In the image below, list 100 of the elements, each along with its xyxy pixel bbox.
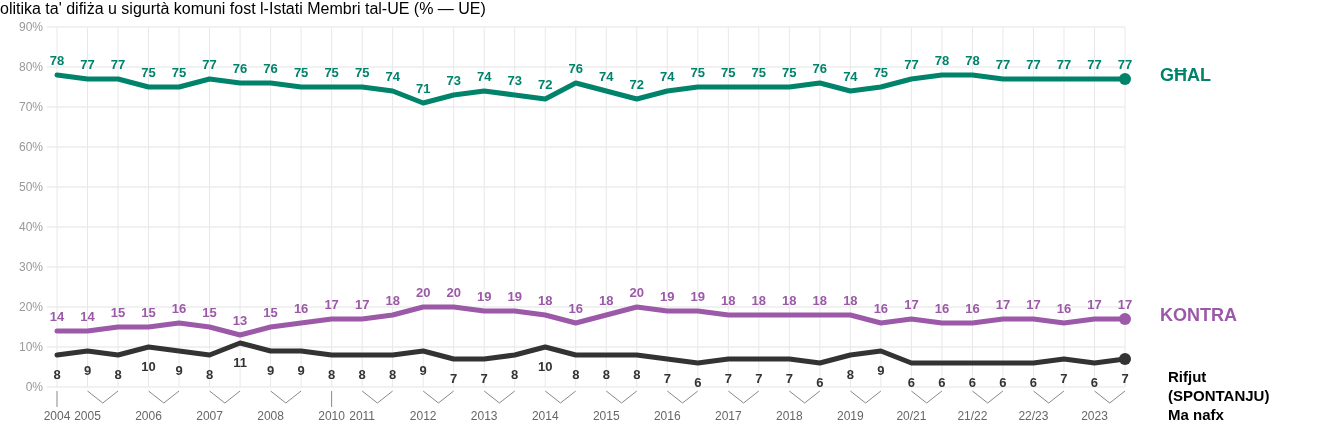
text: Rifjut (SPONTANJU) Ma nafx: [1168, 368, 1270, 423]
y-tick-label: 80%: [18, 60, 44, 74]
data-label: 15: [263, 305, 278, 320]
data-label: 17: [324, 297, 339, 312]
data-label: 8: [205, 367, 214, 382]
data-label: 13: [232, 313, 248, 328]
data-label: 6: [694, 375, 702, 390]
data-label: 75: [690, 65, 706, 80]
data-label: 71: [415, 81, 431, 96]
data-label: 16: [934, 301, 950, 316]
x-tick-label: 2011: [349, 409, 376, 423]
data-label: 16: [568, 301, 583, 316]
y-tick-label: 60%: [18, 140, 44, 154]
data-label: 9: [877, 363, 885, 378]
data-label: 10: [537, 359, 553, 374]
x-tick-label: 2010: [318, 409, 346, 423]
y-tick-label: 50%: [18, 180, 44, 194]
data-label: 76: [812, 61, 828, 76]
data-label: 75: [782, 65, 797, 80]
x-tick-label: 2004: [43, 409, 71, 423]
data-label: 17: [995, 297, 1011, 312]
data-label: 6: [938, 375, 946, 390]
data-label: 77: [1087, 57, 1102, 72]
data-label: 74: [843, 69, 859, 84]
data-label: 77: [995, 57, 1011, 72]
data-label: 75: [354, 65, 370, 80]
data-label: 77: [202, 57, 217, 72]
data-label: 17: [1026, 297, 1041, 312]
data-label: 78: [965, 53, 980, 68]
data-label: 7: [1060, 371, 1068, 386]
data-label: 75: [171, 65, 187, 80]
x-tick-label: 2019: [837, 409, 865, 423]
data-label: 18: [812, 293, 828, 308]
data-label: 7: [480, 371, 488, 386]
x-tick-label: 2005: [74, 409, 102, 423]
data-label: 6: [907, 375, 916, 390]
data-label: 74: [476, 69, 493, 84]
x-tick-label: 2018: [775, 409, 804, 423]
data-label: 7: [1121, 371, 1129, 386]
data-label: 8: [53, 367, 61, 382]
chart-title: olitika ta' difiża u sigurtà komuni fost l-Istati Membri tal-UE (% — UE): [0, 0, 486, 17]
data-label: 73: [446, 73, 461, 88]
x-tick-label: 22/23: [1018, 409, 1049, 423]
data-label: 15: [202, 305, 217, 320]
data-label: 8: [846, 367, 854, 382]
data-label: 15: [110, 305, 126, 320]
x-tick-label: 2016: [653, 409, 681, 423]
x-tick-label: 21/22: [957, 409, 988, 423]
data-label: 15: [141, 305, 156, 320]
data-label: 10: [141, 359, 156, 374]
data-label: 9: [297, 363, 305, 378]
y-tick-label: 70%: [18, 100, 44, 114]
data-label: 17: [1087, 297, 1102, 312]
data-label: 11: [233, 355, 247, 370]
data-label: 76: [568, 61, 583, 76]
data-label: 7: [450, 371, 458, 386]
x-tick-label: 20/21: [896, 409, 927, 423]
y-tick-label: 40%: [18, 220, 44, 234]
data-label: 7: [785, 371, 793, 386]
data-label: 9: [83, 363, 92, 378]
data-label: 20: [415, 285, 431, 300]
data-label: 78: [49, 53, 65, 68]
data-label: 16: [293, 301, 309, 316]
data-label: 78: [934, 53, 950, 68]
data-label: 18: [537, 293, 553, 308]
data-label: 17: [904, 297, 919, 312]
data-label: 18: [782, 293, 797, 308]
data-label: 18: [751, 293, 767, 308]
data-label: 75: [721, 65, 736, 80]
data-label: 14: [49, 309, 65, 324]
data-label: 20: [629, 285, 645, 300]
data-label: 77: [80, 57, 95, 72]
series-label: KONTRA: [1160, 305, 1237, 325]
data-label: 16: [1056, 301, 1072, 316]
data-label: 74: [385, 69, 401, 84]
data-label: 6: [816, 375, 824, 390]
data-label: 16: [965, 301, 980, 316]
data-label: 19: [476, 289, 492, 304]
data-label: 74: [660, 69, 676, 84]
data-label: 7: [663, 371, 671, 386]
data-label: 8: [114, 367, 122, 382]
data-label: 19: [660, 289, 675, 304]
data-label: 14: [80, 309, 96, 324]
data-label: 73: [507, 73, 522, 88]
data-label: 72: [537, 77, 553, 92]
data-label: 6: [1029, 375, 1038, 390]
data-label: 75: [141, 65, 156, 80]
data-label: 18: [599, 293, 614, 308]
data-label: 9: [175, 363, 183, 378]
x-tick-label: 2013: [470, 409, 498, 423]
data-label: 20: [446, 285, 461, 300]
data-label: 77: [1056, 57, 1072, 72]
data-label: 18: [721, 293, 736, 308]
data-label: 72: [629, 77, 645, 92]
data-label: 77: [1026, 57, 1041, 72]
data-label: 18: [385, 293, 400, 308]
series-label: GĦAL: [1160, 65, 1211, 85]
data-label: 76: [232, 61, 248, 76]
data-label: 18: [843, 293, 858, 308]
data-label: 9: [266, 363, 275, 378]
